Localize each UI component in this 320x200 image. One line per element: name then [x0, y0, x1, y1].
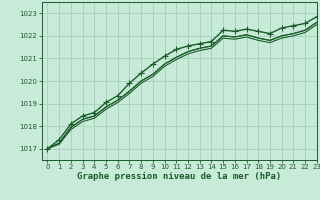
- X-axis label: Graphe pression niveau de la mer (hPa): Graphe pression niveau de la mer (hPa): [77, 172, 281, 181]
